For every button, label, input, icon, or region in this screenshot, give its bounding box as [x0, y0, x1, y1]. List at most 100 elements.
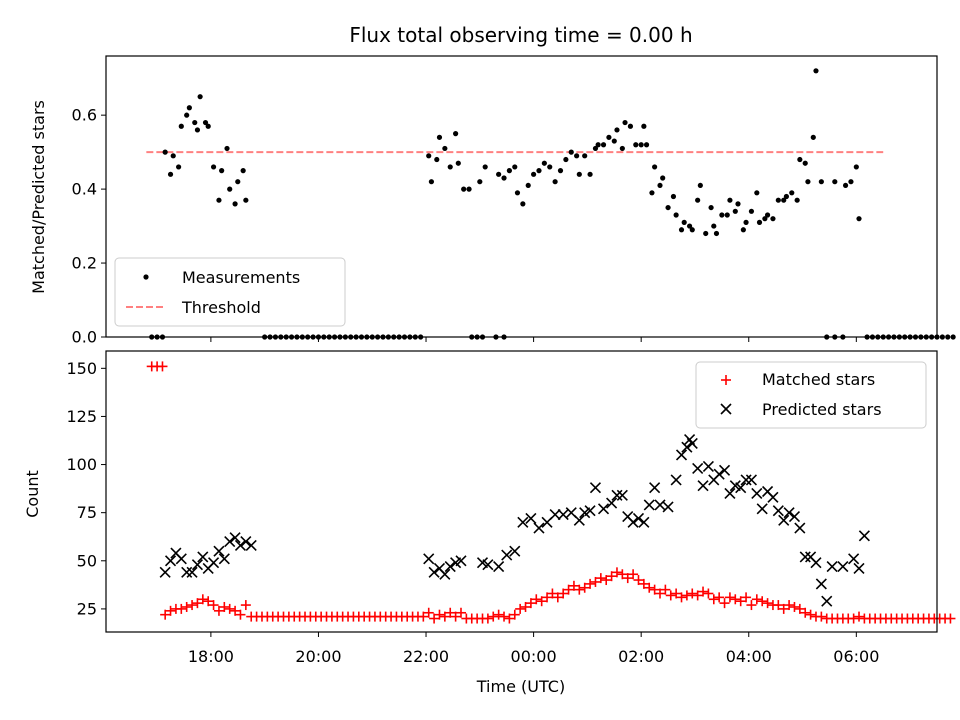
measurement-point	[681, 219, 687, 225]
predicted-point	[815, 578, 827, 590]
measurement-point	[574, 153, 580, 159]
predicted-point	[853, 562, 865, 575]
measurement-point	[794, 197, 800, 203]
predicted-point	[501, 549, 513, 561]
bottom-y-tick-label: 125	[66, 407, 97, 426]
top-y-tick-label: 0.2	[72, 254, 97, 273]
top-legend-frame	[114, 257, 346, 327]
matched-point	[213, 605, 224, 616]
matched-point	[789, 601, 800, 612]
measurement-point	[606, 134, 612, 140]
predicted-point	[186, 566, 198, 578]
matched-point	[558, 588, 569, 599]
matched-point	[542, 592, 553, 603]
measurement-point	[506, 168, 512, 174]
measurement-point	[762, 216, 768, 222]
matched-point	[595, 573, 606, 584]
measurement-point	[227, 186, 233, 192]
bottom-legend-frame	[695, 361, 927, 429]
matched-point	[525, 598, 536, 609]
measurement-point	[673, 212, 679, 218]
measurement-point	[724, 212, 730, 218]
measurement-point	[657, 182, 663, 189]
matched-point	[192, 598, 203, 609]
predicted-point	[837, 560, 849, 573]
measurement-point	[192, 119, 198, 126]
matched-point	[429, 613, 440, 624]
bottom-legend: Matched stars Predicted stars	[695, 361, 927, 429]
measurement-point	[587, 171, 593, 177]
predicted-point	[848, 553, 860, 565]
measurement-point	[797, 156, 803, 163]
measurement-point	[541, 160, 547, 166]
measurement-point	[802, 160, 808, 166]
matched-point	[504, 613, 515, 624]
measurement-point	[184, 112, 190, 118]
matched-point	[773, 600, 784, 611]
measurement-point	[848, 179, 854, 185]
measurement-point	[186, 105, 192, 111]
measurement-point	[950, 334, 956, 340]
matched-point	[719, 598, 730, 609]
matched-point	[563, 584, 574, 595]
predicted-point	[549, 509, 561, 521]
predicted-point	[584, 505, 596, 517]
matched-point	[655, 588, 665, 599]
measurement-point	[194, 127, 201, 133]
matched-point	[450, 611, 461, 622]
x-tick-label: 06:00	[833, 647, 879, 666]
measurement-point	[842, 182, 849, 189]
matched-point	[671, 588, 682, 599]
matched-point	[219, 601, 230, 612]
predicted-point	[751, 487, 763, 499]
predicted-point	[493, 560, 505, 573]
predicted-point	[234, 539, 247, 551]
matched-point	[800, 607, 811, 618]
matched-point	[633, 575, 644, 586]
measurement-point	[536, 168, 542, 174]
predicted-point	[745, 474, 758, 486]
measurement-point	[703, 230, 709, 237]
measurement-point	[627, 123, 634, 129]
top-y-axis-label: Matched/Predicted stars	[29, 100, 48, 294]
measurement-point	[783, 193, 789, 200]
predicted-point	[638, 516, 650, 528]
predicted-point	[197, 551, 209, 563]
legend-matched-marker	[721, 375, 731, 385]
predicted-point	[240, 535, 252, 548]
predicted-point	[208, 557, 220, 569]
measurement-point	[224, 145, 230, 152]
predicted-point	[517, 516, 529, 528]
x-tick-label: 00:00	[511, 647, 557, 666]
top-axes-frame	[105, 55, 938, 338]
legend-predicted-label: Predicted stars	[762, 400, 882, 419]
matched-point	[628, 569, 639, 580]
matched-point	[181, 601, 192, 612]
measurement-point	[170, 153, 176, 159]
measurement-point	[595, 142, 601, 148]
predicted-point	[724, 487, 736, 499]
matched-point	[488, 611, 499, 622]
measurement-point	[576, 171, 582, 177]
measurement-point	[781, 197, 787, 203]
predicted-point	[740, 474, 752, 486]
matched-point	[157, 361, 168, 372]
x-tick-label: 22:00	[403, 647, 449, 666]
measurement-point	[582, 153, 588, 159]
matched-point	[176, 603, 187, 614]
matched-point	[703, 588, 714, 599]
measurement-point	[775, 197, 781, 203]
predicted-point	[686, 437, 698, 449]
measurement-point	[810, 134, 816, 140]
measurement-point	[649, 190, 655, 196]
measurement-point	[426, 153, 432, 159]
matched-point	[757, 596, 768, 607]
measurement-point	[210, 164, 217, 170]
matched-point	[746, 600, 757, 611]
measurement-point	[232, 201, 238, 207]
measurement-point	[727, 197, 733, 203]
measurement-point	[670, 193, 677, 200]
measurement-point	[568, 149, 574, 155]
matched-point	[547, 588, 558, 599]
predicted-point	[533, 522, 545, 534]
